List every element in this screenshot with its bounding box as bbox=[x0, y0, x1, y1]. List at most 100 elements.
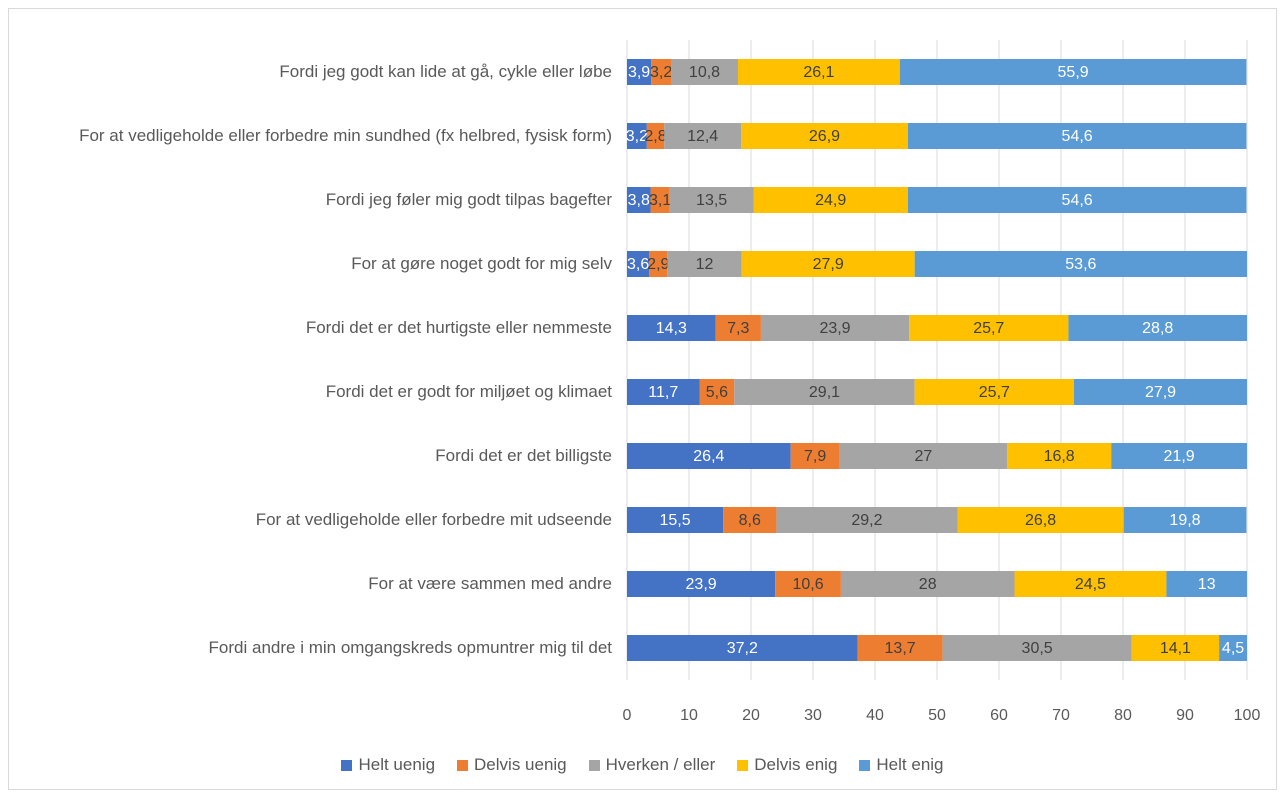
bar-segment bbox=[1111, 443, 1247, 469]
legend-label: Helt uenig bbox=[358, 755, 436, 774]
data-label: 26,9 bbox=[809, 128, 840, 145]
bar-segment bbox=[627, 635, 858, 661]
legend-swatch bbox=[341, 759, 353, 771]
bar-segment bbox=[671, 59, 738, 85]
chart-border bbox=[8, 8, 1277, 790]
bar-segment bbox=[1068, 315, 1247, 341]
bar-segment bbox=[957, 507, 1124, 533]
category-label: Fordi det er det hurtigste eller nemmest… bbox=[32, 298, 612, 358]
data-label: 29,1 bbox=[809, 384, 840, 401]
bar-segment bbox=[914, 379, 1075, 405]
data-label: 26,8 bbox=[1025, 512, 1056, 529]
bar-segment bbox=[741, 251, 915, 277]
x-tick-label: 70 bbox=[1052, 707, 1070, 724]
x-tick-label: 0 bbox=[623, 707, 632, 724]
data-label: 26,4 bbox=[693, 448, 724, 465]
legend-item: Delvis enig bbox=[737, 755, 837, 775]
bar-segment bbox=[723, 507, 777, 533]
data-label: 13 bbox=[1198, 576, 1216, 593]
category-text: Fordi det er godt for miljøet og klimaet bbox=[325, 382, 612, 401]
bar-segment bbox=[734, 379, 915, 405]
category-text: For at være sammen med andre bbox=[368, 574, 612, 593]
data-label: 54,6 bbox=[1062, 192, 1093, 209]
bar-segment bbox=[942, 635, 1132, 661]
data-label: 3,6 bbox=[627, 256, 649, 273]
data-label: 26,1 bbox=[803, 64, 834, 81]
bar-segment bbox=[790, 443, 840, 469]
bar-segment bbox=[1007, 443, 1112, 469]
data-label: 13,7 bbox=[885, 640, 916, 657]
data-label: 23,9 bbox=[686, 576, 717, 593]
data-label: 7,9 bbox=[804, 448, 826, 465]
legend-label: Helt enig bbox=[876, 755, 944, 774]
legend: Helt uenig Delvis uenig Hverken / eller Del… bbox=[0, 755, 1285, 775]
category-label: Fordi andre i min omgangskreds opmuntrer… bbox=[32, 618, 612, 678]
data-label: 25,7 bbox=[979, 384, 1010, 401]
bar-segment bbox=[760, 315, 910, 341]
bar-segment bbox=[907, 187, 1247, 213]
data-label: 13,5 bbox=[696, 192, 727, 209]
category-label: Fordi jeg godt kan lide at gå, cykle ell… bbox=[32, 42, 612, 102]
x-tick-label: 10 bbox=[680, 707, 698, 724]
bar-segment bbox=[627, 315, 716, 341]
legend-label: Delvis uenig bbox=[474, 755, 567, 774]
category-text: Fordi andre i min omgangskreds opmuntrer… bbox=[208, 638, 612, 657]
data-label: 3,1 bbox=[649, 192, 671, 209]
data-label: 28 bbox=[919, 576, 937, 593]
bar-segment bbox=[649, 251, 668, 277]
data-label: 16,8 bbox=[1044, 448, 1075, 465]
category-text: Fordi det er det hurtigste eller nemmest… bbox=[305, 318, 612, 337]
bar-segment bbox=[839, 443, 1008, 469]
category-text: For at gøre noget godt for mig selv bbox=[351, 254, 612, 273]
legend-item: Hverken / eller bbox=[588, 755, 716, 775]
data-label: 10,8 bbox=[689, 64, 720, 81]
bar-segment bbox=[857, 635, 943, 661]
bar-segment bbox=[650, 187, 670, 213]
bar-segment bbox=[715, 315, 761, 341]
bar-segment bbox=[627, 507, 724, 533]
bar-segment bbox=[1123, 507, 1247, 533]
category-text: For at vedligeholde eller forbedre mit u… bbox=[255, 510, 612, 529]
data-label: 3,2 bbox=[650, 64, 672, 81]
data-label: 19,8 bbox=[1169, 512, 1200, 529]
data-label: 27 bbox=[914, 448, 932, 465]
bar-segment bbox=[776, 507, 958, 533]
data-label: 7,3 bbox=[727, 320, 749, 337]
data-label: 28,8 bbox=[1142, 320, 1173, 337]
x-tick-label: 60 bbox=[990, 707, 1008, 724]
data-label: 11,7 bbox=[648, 384, 678, 401]
legend-swatch bbox=[588, 759, 600, 771]
bar-segment bbox=[737, 59, 900, 85]
data-label: 53,6 bbox=[1065, 256, 1096, 273]
legend-swatch bbox=[737, 759, 749, 771]
bar-segment bbox=[1166, 571, 1247, 597]
data-label: 4,5 bbox=[1222, 640, 1244, 657]
data-label: 14,1 bbox=[1160, 640, 1191, 657]
bar-segment bbox=[741, 123, 908, 149]
data-label: 15,5 bbox=[659, 512, 690, 529]
legend-swatch bbox=[457, 759, 469, 771]
bar-segment bbox=[775, 571, 841, 597]
category-label: For at være sammen med andre bbox=[32, 554, 612, 614]
bar-segment bbox=[669, 187, 754, 213]
data-label: 10,6 bbox=[792, 576, 823, 593]
data-label: 8,6 bbox=[739, 512, 761, 529]
data-label: 14,3 bbox=[656, 320, 687, 337]
data-label: 5,6 bbox=[706, 384, 728, 401]
legend-label: Hverken / eller bbox=[605, 755, 716, 774]
legend-label: Delvis enig bbox=[754, 755, 838, 774]
bar-segment bbox=[840, 571, 1015, 597]
legend-item: Helt uenig bbox=[341, 755, 435, 775]
bar-segment bbox=[1074, 379, 1247, 405]
x-tick-label: 90 bbox=[1176, 707, 1194, 724]
x-tick-label: 40 bbox=[866, 707, 884, 724]
x-tick-label: 20 bbox=[742, 707, 760, 724]
bar-segment bbox=[699, 379, 735, 405]
data-label: 2,9 bbox=[647, 256, 669, 273]
category-label: For at vedligeholde eller forbedre mit u… bbox=[32, 490, 612, 550]
bar-segment bbox=[627, 251, 650, 277]
data-label: 29,2 bbox=[851, 512, 882, 529]
bar-segment bbox=[1219, 635, 1247, 661]
